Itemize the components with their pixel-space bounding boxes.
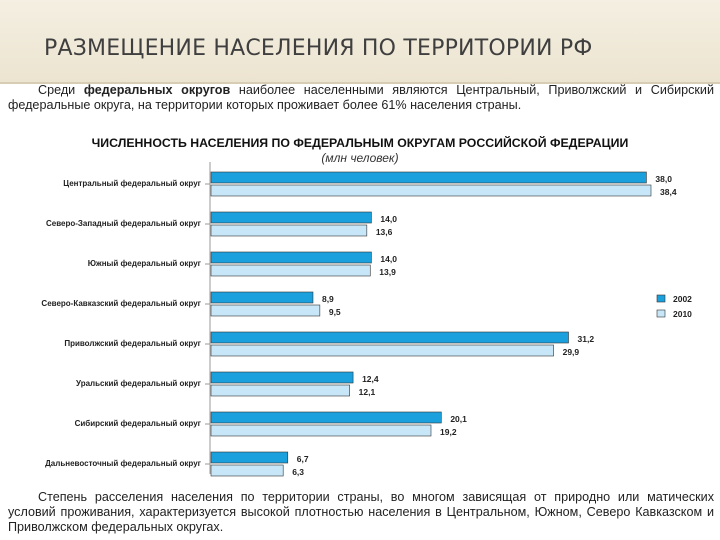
data-label: 29,9	[563, 347, 580, 357]
data-label: 14,0	[380, 254, 397, 264]
legend-label-2002: 2002	[673, 294, 692, 304]
bar-2010-5	[210, 344, 554, 357]
data-label: 38,4	[660, 187, 677, 197]
category-label: Северо-Западный федеральный округ	[46, 219, 202, 228]
bar-2002-8	[210, 451, 289, 464]
data-label: 13,9	[379, 267, 396, 277]
data-label: 19,2	[440, 427, 457, 437]
chart-subtitle: (млн человек)	[321, 151, 399, 165]
category-label: Сибирский федеральный округ	[75, 419, 202, 428]
category-label: Центральный федеральный округ	[63, 179, 201, 188]
bar-2002-4	[210, 291, 314, 304]
category-label: Южный федеральный округ	[88, 259, 202, 268]
bar-2010-4	[210, 304, 321, 317]
slide-title: РАЗМЕЩЕНИЕ НАСЕЛЕНИЯ ПО ТЕРРИТОРИИ РФ	[44, 36, 593, 61]
data-label: 20,1	[450, 414, 467, 424]
category-label: Дальневосточный федеральный округ	[45, 459, 202, 468]
data-label: 6,3	[292, 467, 304, 477]
intro-text-start: Среди	[38, 83, 84, 97]
bar-2002-7	[210, 411, 442, 424]
data-label: 12,4	[362, 374, 379, 384]
bar-2010-3	[210, 264, 371, 277]
category-label: Уральский федеральный округ	[76, 379, 202, 388]
bar-2002-1	[210, 171, 647, 184]
bar-2002-2	[210, 211, 372, 224]
chart-title: ЧИСЛЕННОСТЬ НАСЕЛЕНИЯ ПО ФЕДЕРАЛЬНЫМ ОКР…	[91, 136, 629, 150]
slide-header: РАЗМЕЩЕНИЕ НАСЕЛЕНИЯ ПО ТЕРРИТОРИИ РФ	[0, 0, 720, 84]
category-label: Приволжский федеральный округ	[64, 339, 201, 348]
bar-2002-5	[210, 331, 569, 344]
bar-2010-7	[210, 424, 432, 437]
intro-text-bold: федеральных округов	[83, 83, 231, 97]
bar-2002-3	[210, 251, 372, 264]
data-label: 12,1	[359, 387, 376, 397]
header-divider	[0, 82, 720, 84]
footer-paragraph: Степень расселения населения по территор…	[8, 490, 714, 534]
data-label: 9,5	[329, 307, 341, 317]
bar-2010-8	[210, 464, 284, 477]
intro-text-end: наиболее населенными являются Центральны…	[8, 83, 714, 112]
legend-label-2010: 2010	[673, 309, 692, 319]
data-label: 8,9	[322, 294, 334, 304]
bar-2010-2	[210, 224, 368, 237]
legend-swatch-2002	[656, 294, 666, 303]
legend-swatch-2010	[656, 309, 666, 318]
intro-paragraph: Среди федеральных округов наиболее насел…	[8, 83, 714, 113]
bar-2010-1	[210, 184, 652, 197]
bar-chart: Центральный федеральный округ 38,0 38,4 Сев…	[41, 162, 692, 477]
data-label: 14,0	[380, 214, 397, 224]
bar-2002-6	[210, 371, 354, 384]
category-label: Северо-Кавказский федеральный округ	[41, 299, 201, 308]
data-label: 13,6	[376, 227, 393, 237]
data-label: 6,7	[297, 454, 309, 464]
bar-2010-6	[210, 384, 350, 397]
data-label: 31,2	[578, 334, 595, 344]
data-label: 38,0	[655, 174, 672, 184]
